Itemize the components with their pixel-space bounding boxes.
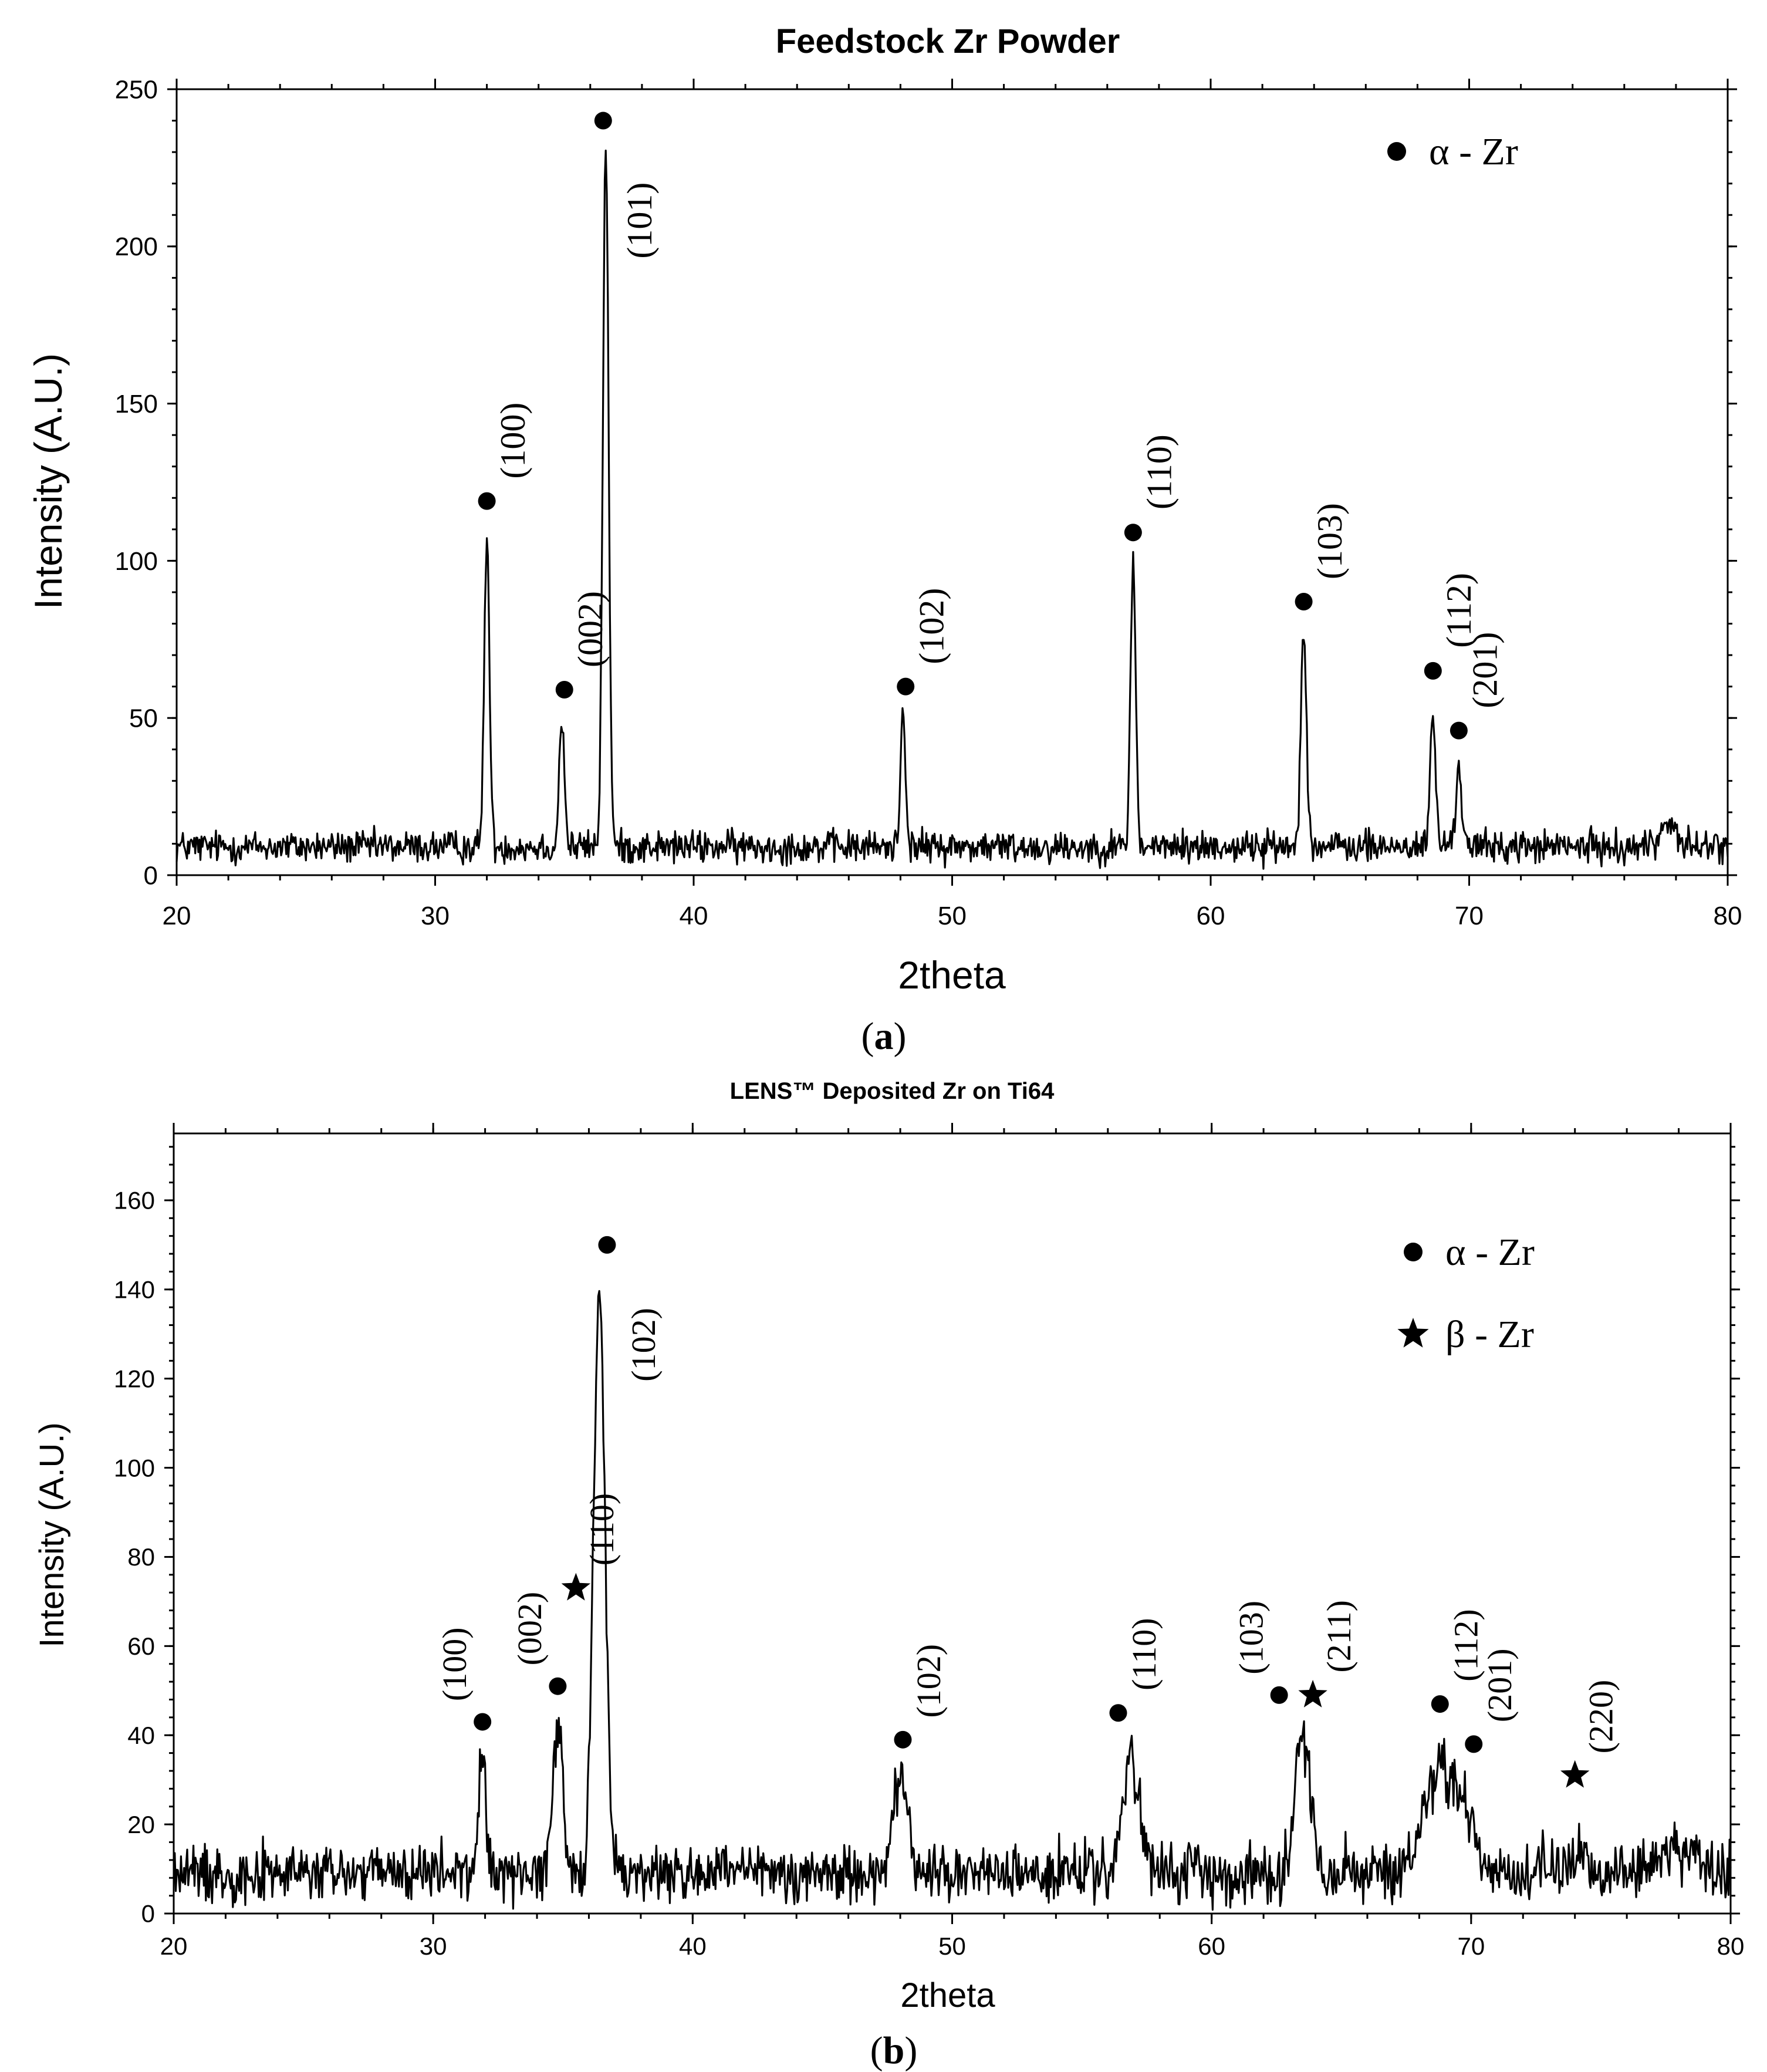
panel-b-lens-deposited: LENS™ Deposited Zr on Ti64 0204060801001…: [33, 1078, 1744, 2072]
y-tick-label: 20: [127, 1811, 155, 1838]
panel-a-title: Feedstock Zr Powder: [776, 22, 1120, 60]
panel-a-x-axis-label: 2theta: [898, 953, 1006, 997]
panel-a-legend: α - Zr: [1387, 130, 1518, 173]
y-tick-label: 40: [127, 1722, 155, 1749]
x-tick-label: 70: [1455, 902, 1484, 930]
panel-b-peak-markers: (100) (002) (110) (102) (102) (110) (103) (211)…: [435, 1236, 1620, 1788]
miller-index-label: (112): [1440, 573, 1478, 648]
panel-b-y-axis-label: Intensity (A.U.): [33, 1422, 71, 1648]
miller-index-label: (100): [494, 403, 532, 479]
miller-index-label: (211): [1320, 1600, 1358, 1672]
miller-index-label: (201): [1465, 632, 1504, 708]
y-tick-label: 100: [114, 1454, 155, 1482]
y-tick-label: 50: [129, 704, 158, 733]
panel-a-peak-markers: (100) (002) (101) (102) (110) (103) (112)(201): [478, 112, 1504, 740]
alpha-zr-dot-marker: [594, 112, 612, 130]
legend-star-icon: [1397, 1318, 1429, 1348]
y-tick-label: 60: [127, 1632, 155, 1660]
y-tick-label: 0: [141, 1900, 155, 1928]
miller-index-label: (101): [620, 183, 659, 259]
alpha-zr-dot-marker: [555, 680, 573, 698]
x-tick-label: 80: [1714, 902, 1742, 930]
miller-index-label: (100): [435, 1627, 474, 1701]
x-tick-label: 20: [163, 902, 191, 930]
miller-index-label: (103): [1310, 503, 1349, 579]
panel-a-xrd-trace: [175, 149, 1729, 870]
y-tick-label: 120: [114, 1365, 155, 1392]
panel-a-caption: (a): [861, 1015, 907, 1058]
x-tick-label: 80: [1717, 1932, 1745, 1960]
alpha-zr-dot-marker: [1270, 1686, 1288, 1704]
panel-b-x-axis-label: 2theta: [900, 1976, 995, 2014]
alpha-zr-dot-marker: [1465, 1735, 1483, 1753]
x-tick-label: 50: [938, 1932, 966, 1960]
legend-label: β - Zr: [1445, 1313, 1534, 1356]
x-tick-label: 20: [160, 1932, 188, 1960]
panel-b-legend: α - Zr β - Zr: [1397, 1231, 1535, 1356]
miller-index-label: (102): [913, 588, 951, 664]
x-tick-label: 40: [680, 902, 708, 930]
alpha-zr-dot-marker: [897, 677, 915, 696]
alpha-zr-dot-marker: [1109, 1704, 1127, 1722]
y-tick-label: 0: [144, 861, 158, 890]
x-tick-label: 70: [1457, 1932, 1485, 1960]
legend-label: α - Zr: [1445, 1231, 1535, 1274]
miller-index-label: (220): [1582, 1680, 1620, 1754]
beta-zr-star-marker: [561, 1572, 591, 1601]
alpha-zr-dot-marker: [1431, 1695, 1449, 1713]
x-tick-label: 40: [679, 1932, 707, 1960]
miller-index-label: (103): [1232, 1601, 1270, 1675]
alpha-zr-dot-marker: [894, 1730, 912, 1749]
alpha-zr-dot-marker: [474, 1713, 492, 1731]
alpha-zr-dot-marker: [1424, 662, 1442, 680]
miller-index-label: (201): [1481, 1648, 1519, 1722]
legend-dot-icon: [1404, 1243, 1423, 1261]
panel-b-xrd-trace: [173, 1290, 1732, 1911]
miller-index-label: (102): [624, 1308, 663, 1382]
panel-b-caption: (b): [870, 2029, 918, 2072]
panel-a-feedstock-powder: Feedstock Zr Powder 0 50 100 150 200 250 20 30 4…: [26, 22, 1742, 1058]
x-tick-label: 60: [1197, 902, 1225, 930]
alpha-zr-dot-marker: [549, 1677, 567, 1695]
miller-index-label: (002): [571, 591, 610, 667]
y-tick-label: 150: [115, 390, 158, 419]
miller-index-label: (110): [1125, 1618, 1163, 1690]
miller-index-label: (002): [511, 1592, 549, 1666]
alpha-zr-dot-marker: [478, 492, 496, 510]
miller-index-label: (102): [910, 1644, 948, 1718]
miller-index-label: (110): [1140, 434, 1178, 509]
y-tick-label: 140: [114, 1276, 155, 1304]
panel-b-caption-letter: b: [883, 2029, 905, 2072]
panel-a-y-axis-label: Intensity (A.U.): [26, 353, 70, 609]
alpha-zr-dot-marker: [1450, 721, 1468, 740]
y-tick-label: 200: [115, 232, 158, 261]
alpha-zr-dot-marker: [1295, 593, 1313, 611]
beta-zr-star-marker: [1560, 1760, 1590, 1788]
legend-label: α - Zr: [1429, 130, 1518, 173]
x-tick-label: 50: [938, 902, 967, 930]
x-tick-label: 60: [1198, 1932, 1225, 1960]
y-tick-label: 80: [127, 1543, 155, 1571]
beta-zr-star-marker: [1298, 1679, 1327, 1707]
alpha-zr-dot-marker: [1124, 524, 1142, 542]
panel-a-ticks: 0 50 100 150 200 250 20 30 40 50 60 70 80: [115, 75, 1742, 930]
panel-b-title: LENS™ Deposited Zr on Ti64: [730, 1078, 1055, 1104]
y-tick-label: 100: [115, 547, 158, 576]
alpha-zr-dot-marker: [598, 1236, 616, 1254]
x-tick-label: 30: [421, 902, 450, 930]
y-tick-label: 250: [115, 75, 158, 104]
legend-dot-icon: [1387, 142, 1406, 161]
x-tick-label: 30: [420, 1932, 447, 1960]
miller-index-label: (110): [583, 1493, 621, 1565]
panel-a-caption-letter: a: [874, 1015, 894, 1058]
miller-index-label: (112): [1447, 1609, 1485, 1681]
y-tick-label: 160: [114, 1187, 155, 1214]
